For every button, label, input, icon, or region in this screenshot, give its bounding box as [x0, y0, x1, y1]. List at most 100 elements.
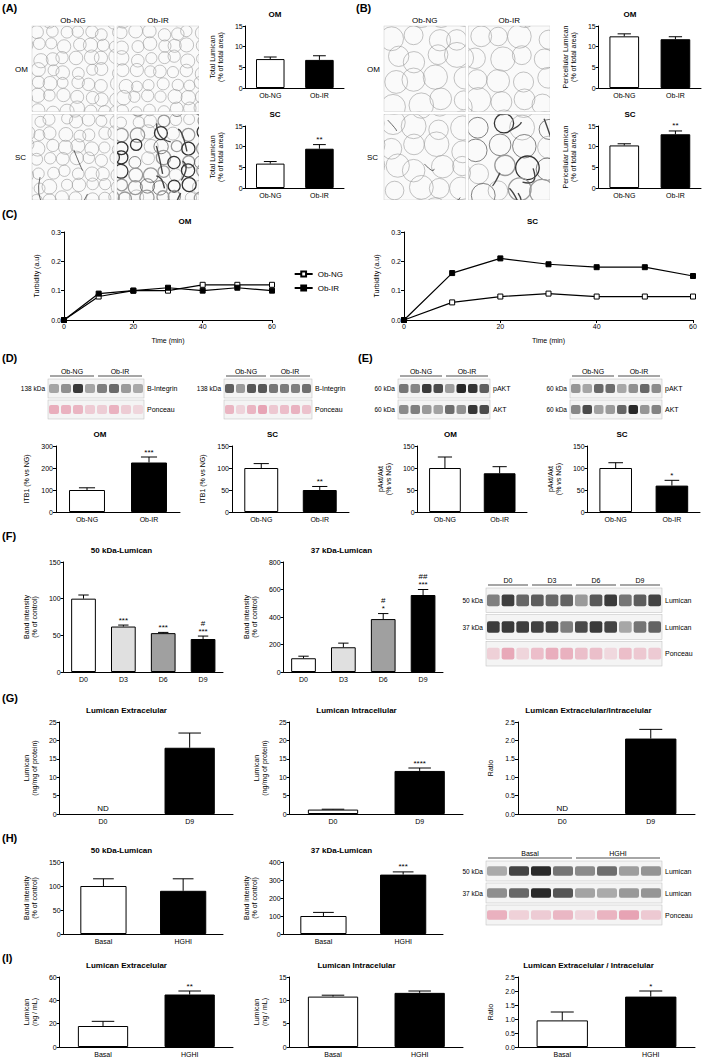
svg-text:Ob-NG: Ob-NG	[582, 368, 604, 375]
svg-text:200: 200	[41, 465, 53, 472]
svg-text:50: 50	[577, 487, 585, 494]
svg-text:***: ***	[144, 448, 153, 457]
svg-text:5: 5	[239, 64, 243, 71]
svg-text:Ob-NG: Ob-NG	[259, 92, 281, 99]
svg-text:D6: D6	[159, 676, 168, 683]
svg-text:0: 0	[402, 323, 406, 330]
svg-text:0.0: 0.0	[505, 1044, 515, 1051]
svg-text:Total Lumican: Total Lumican	[209, 135, 216, 178]
svg-text:0: 0	[277, 669, 281, 676]
svg-text:D3: D3	[119, 676, 128, 683]
svg-text:(ng / mL): (ng / mL)	[261, 998, 269, 1026]
svg-text:150: 150	[49, 859, 61, 866]
svg-text:0: 0	[239, 185, 243, 192]
svg-text:Ob-NG: Ob-NG	[235, 368, 257, 375]
svg-text:0.5: 0.5	[505, 1030, 515, 1037]
svg-text:(% vs NG): (% vs NG)	[555, 463, 563, 495]
svg-text:50: 50	[221, 487, 229, 494]
svg-text:Ob-IR: Ob-IR	[499, 16, 521, 25]
svg-text:Ob-IR: Ob-IR	[140, 516, 159, 523]
svg-text:Lumican: Lumican	[665, 890, 692, 897]
svg-text:D9: D9	[646, 818, 655, 825]
svg-text:D3: D3	[339, 676, 348, 683]
svg-text:Ob-NG: Ob-NG	[60, 16, 85, 25]
svg-text:37 kDa-Lumican: 37 kDa-Lumican	[311, 846, 372, 855]
svg-text:1.5: 1.5	[505, 1002, 515, 1009]
svg-text:D9: D9	[415, 818, 424, 825]
svg-text:Ratio: Ratio	[487, 760, 494, 776]
svg-text:50 kDa-Lumican: 50 kDa-Lumican	[91, 546, 152, 555]
svg-text:0.0: 0.0	[505, 811, 515, 818]
svg-text:(ng / mL): (ng / mL)	[31, 998, 39, 1026]
svg-text:20: 20	[129, 323, 137, 330]
svg-text:pAKT: pAKT	[493, 385, 511, 393]
svg-text:0.3: 0.3	[391, 229, 401, 236]
svg-text:**: **	[672, 121, 678, 130]
svg-text:D0: D0	[299, 676, 308, 683]
svg-text:Ob-NG: Ob-NG	[250, 516, 272, 523]
svg-text:Lumican Intracelular: Lumican Intracelular	[317, 961, 395, 970]
svg-text:10: 10	[588, 43, 596, 50]
svg-text:2.5: 2.5	[505, 974, 515, 981]
svg-text:Ob-IR: Ob-IR	[663, 516, 682, 523]
svg-text:10: 10	[279, 997, 287, 1004]
svg-text:0.1: 0.1	[51, 287, 61, 294]
svg-text:2.5: 2.5	[505, 719, 515, 726]
svg-text:100: 100	[573, 465, 585, 472]
svg-text:5: 5	[239, 164, 243, 171]
svg-text:(% of total area): (% of total area)	[217, 132, 225, 182]
svg-text:pAKT: pAKT	[665, 385, 683, 393]
svg-text:SC: SC	[624, 110, 635, 119]
svg-text:1.5: 1.5	[505, 755, 515, 762]
svg-text:0: 0	[592, 185, 596, 192]
svg-text:0.5: 0.5	[505, 792, 515, 799]
svg-text:D0: D0	[79, 676, 88, 683]
svg-text:Total Lumican: Total Lumican	[209, 35, 216, 78]
svg-text:Lumican: Lumican	[23, 999, 30, 1026]
svg-text:SC: SC	[616, 430, 627, 439]
svg-text:HGHI: HGHI	[642, 1051, 660, 1058]
svg-text:Ob-IR: Ob-IR	[281, 368, 300, 375]
svg-text:Lumican Extracelular / Intrace: Lumican Extracelular / Intracelular	[523, 961, 654, 970]
svg-text:Ob-IR: Ob-IR	[111, 368, 130, 375]
svg-text:Ob-NG: Ob-NG	[76, 516, 98, 523]
svg-text:(ng/mg of protein): (ng/mg of protein)	[31, 740, 39, 795]
svg-text:(% of control): (% of control)	[31, 596, 39, 638]
svg-text:*: *	[670, 471, 673, 480]
svg-text:Band intensity: Band intensity	[243, 595, 251, 639]
svg-text:ITB1 (% vs NG): ITB1 (% vs NG)	[23, 454, 31, 503]
svg-text:Ob-IR: Ob-IR	[310, 92, 329, 99]
svg-text:200: 200	[269, 895, 281, 902]
svg-text:Ob-NG: Ob-NG	[61, 368, 83, 375]
svg-text:20: 20	[49, 737, 57, 744]
svg-text:**: **	[317, 477, 323, 486]
svg-text:0: 0	[49, 509, 53, 516]
svg-text:OM: OM	[94, 430, 107, 439]
svg-text:D3: D3	[548, 577, 557, 584]
svg-text:15: 15	[235, 23, 243, 30]
svg-text:(% of total area): (% of total area)	[570, 132, 578, 182]
svg-text:Ob-IR: Ob-IR	[310, 192, 329, 199]
svg-text:***: ***	[198, 627, 207, 636]
svg-text:D0: D0	[329, 818, 338, 825]
svg-text:***: ***	[159, 623, 168, 632]
svg-text:100: 100	[49, 883, 61, 890]
svg-text:15: 15	[49, 755, 57, 762]
svg-text:0: 0	[57, 931, 61, 938]
svg-text:Basal: Basal	[521, 850, 539, 857]
svg-text:Turbidity (a.u): Turbidity (a.u)	[373, 255, 381, 298]
svg-text:Lumican: Lumican	[253, 755, 260, 782]
svg-text:Ob-IR: Ob-IR	[458, 368, 477, 375]
svg-text:0: 0	[239, 85, 243, 92]
svg-text:D6: D6	[592, 577, 601, 584]
svg-text:37 kDa-Lumican: 37 kDa-Lumican	[311, 546, 372, 555]
svg-text:OM: OM	[624, 10, 637, 19]
svg-text:D9: D9	[419, 676, 428, 683]
svg-text:Ob-IR: Ob-IR	[490, 516, 509, 523]
svg-text:25: 25	[279, 719, 287, 726]
svg-text:0.0: 0.0	[51, 317, 61, 324]
svg-text:0: 0	[53, 1044, 57, 1051]
svg-text:0.0: 0.0	[391, 317, 401, 324]
svg-text:Ob-NG: Ob-NG	[613, 192, 635, 199]
svg-text:150: 150	[217, 443, 229, 450]
